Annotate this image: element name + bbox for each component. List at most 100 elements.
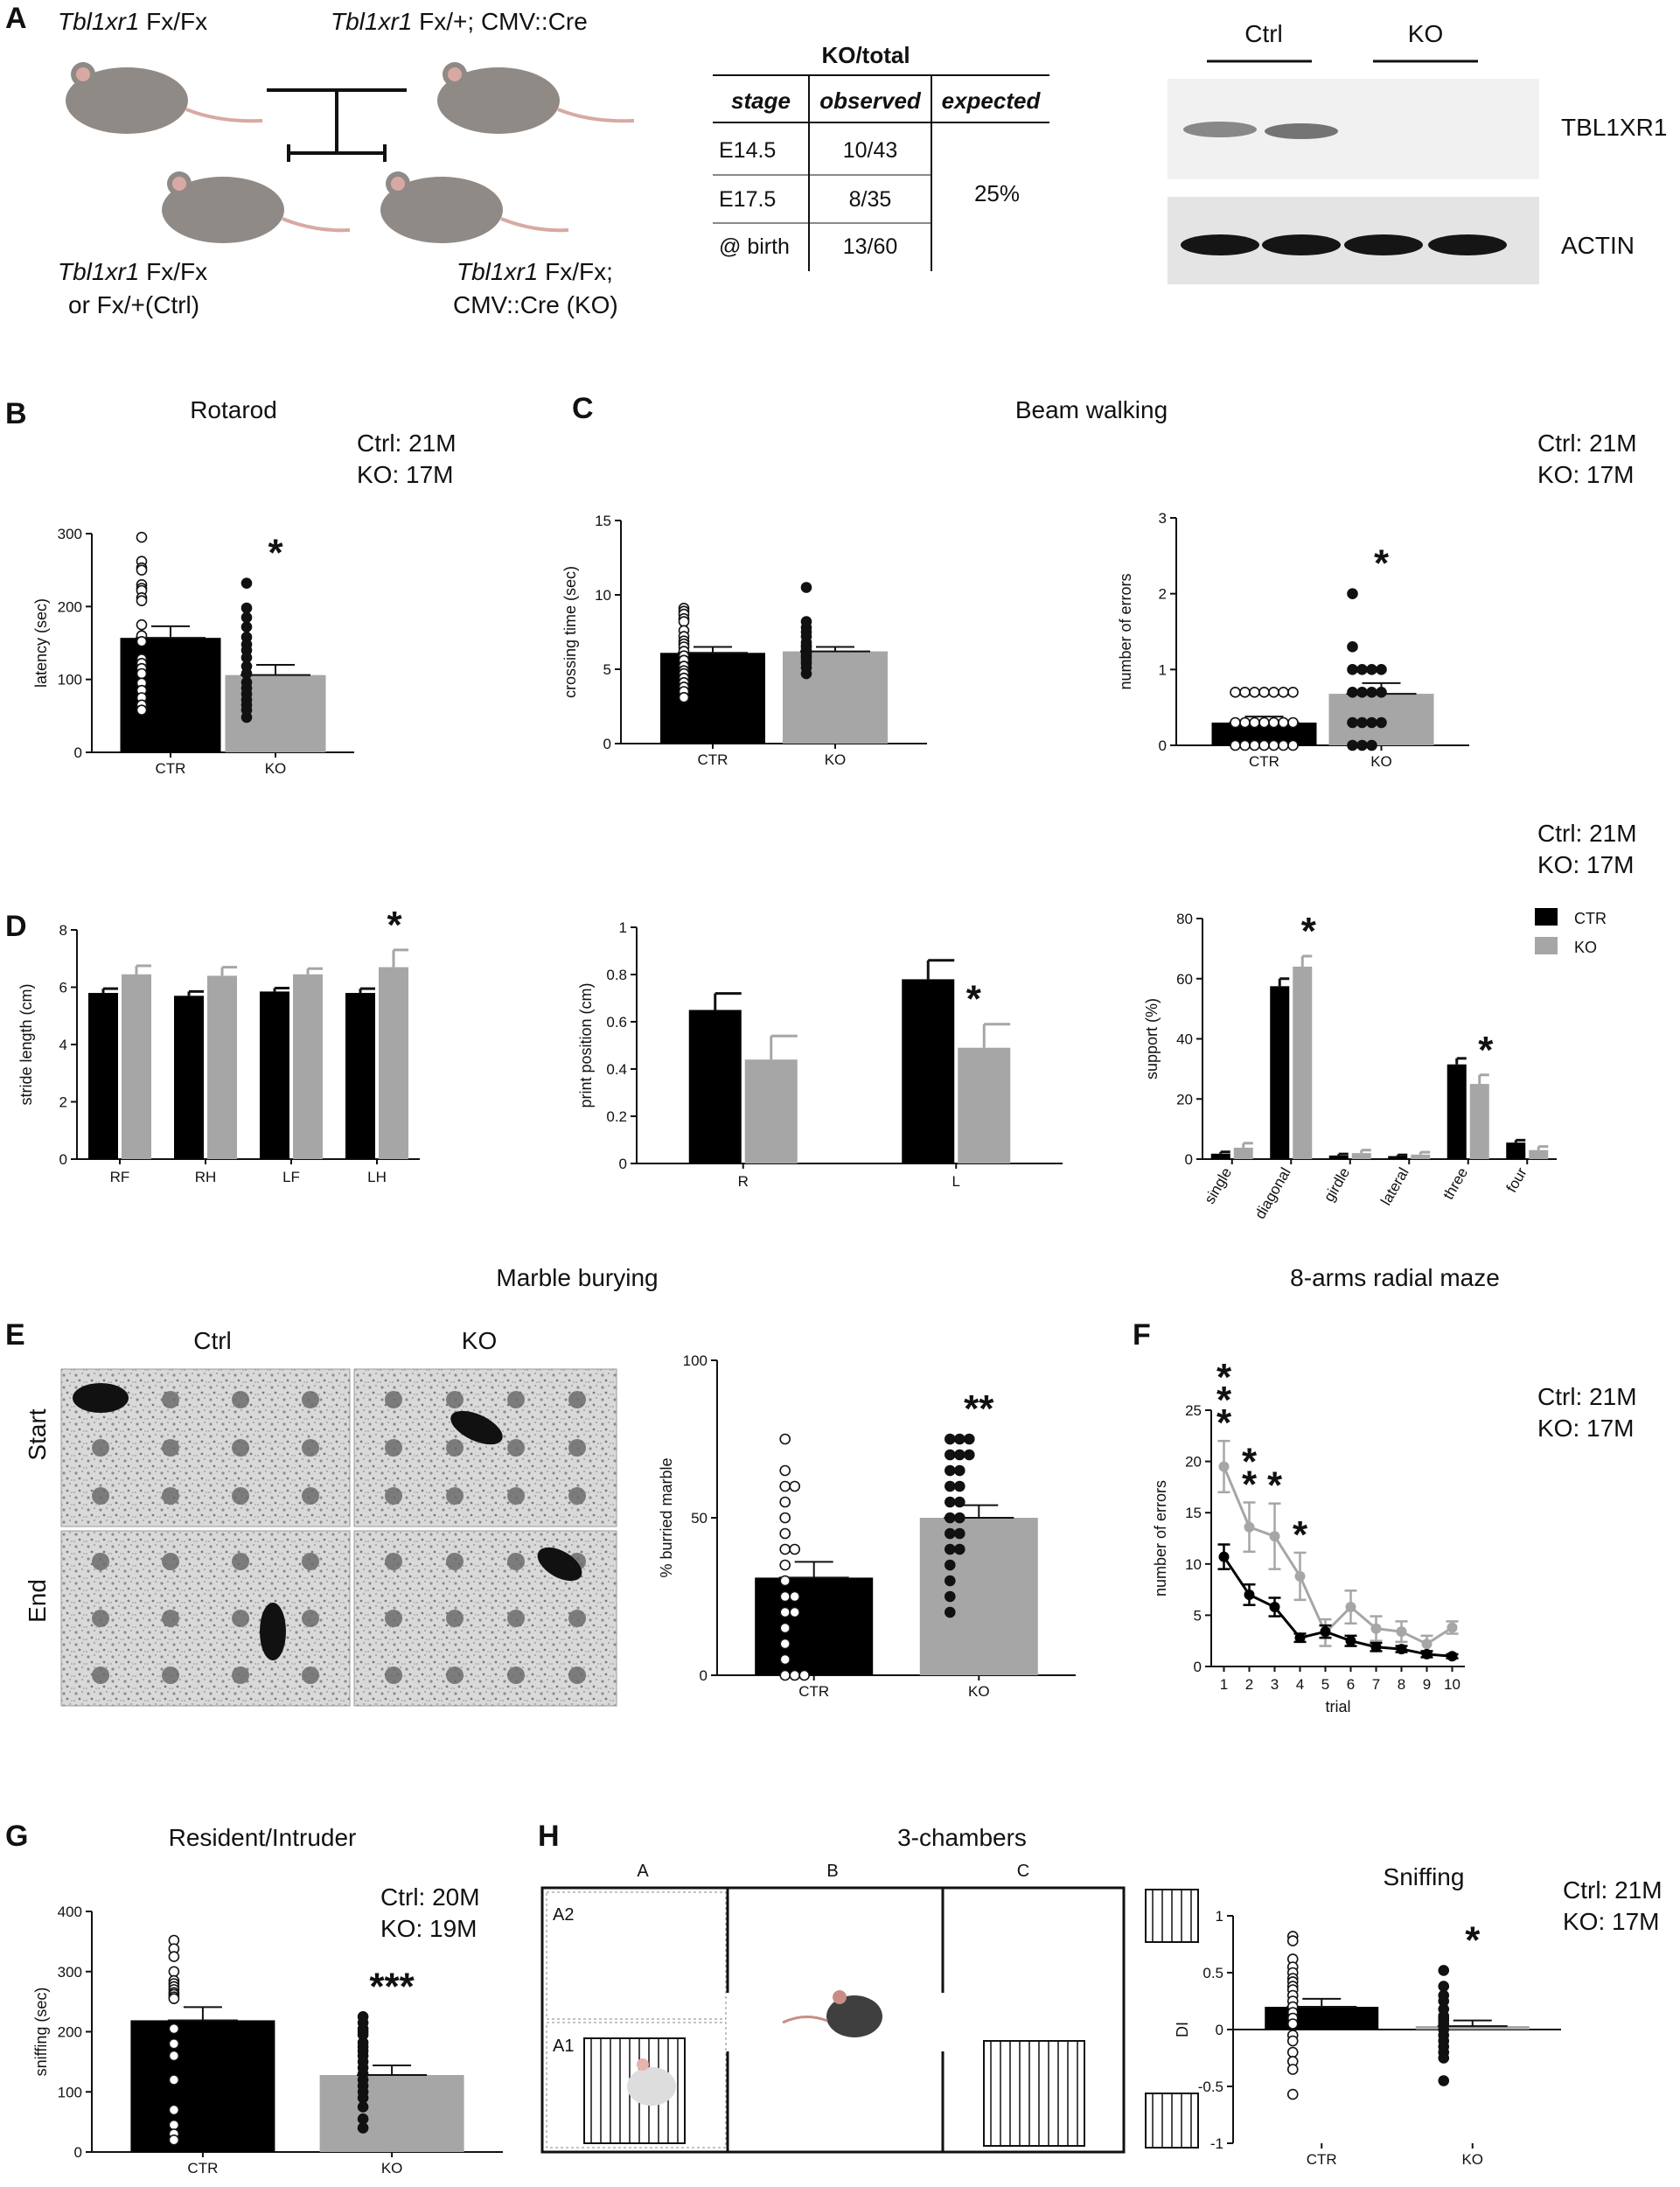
data-point	[1345, 1602, 1356, 1613]
data-point	[240, 602, 253, 614]
panel-e-title: Marble burying	[496, 1264, 658, 1291]
table-header-stage: stage	[731, 87, 791, 114]
data-point	[945, 1559, 956, 1571]
y-tick-label: 0	[619, 1156, 627, 1172]
data-point	[954, 1496, 965, 1508]
cage-bars	[583, 1889, 1199, 2149]
data-point	[357, 2101, 369, 2113]
intruder-mouse-icon	[627, 2058, 676, 2106]
panel-letter-c: C	[572, 392, 594, 425]
data-point	[1244, 1589, 1255, 1600]
y-tick-label: 50	[691, 1510, 708, 1527]
legend-swatch	[1535, 908, 1558, 926]
data-point	[168, 1993, 180, 2004]
data-point	[678, 616, 690, 627]
data-point	[1239, 739, 1251, 751]
panel-letter-d: D	[5, 910, 27, 943]
legend-label: CTR	[1574, 910, 1607, 927]
bar-ctr	[1388, 1156, 1408, 1159]
y-tick-label: 10	[595, 587, 611, 604]
bar-ctr	[1210, 1153, 1230, 1159]
data-point	[779, 1638, 791, 1650]
marble-icon	[385, 1487, 402, 1505]
mouse-photo-icon	[260, 1603, 286, 1660]
data-point	[1347, 664, 1358, 675]
bar-ctr	[1506, 1142, 1526, 1159]
data-point	[1269, 1531, 1280, 1542]
n-note-g: KO: 19M	[380, 1915, 477, 1942]
marble-icon	[232, 1439, 249, 1457]
x-tick-label: KO	[968, 1683, 990, 1700]
significance-star: *	[1293, 1513, 1308, 1556]
data-point	[168, 2104, 180, 2116]
y-tick-label: 40	[1176, 1031, 1193, 1048]
y-tick-label: 0	[1194, 1659, 1202, 1675]
y-tick-label: -0.5	[1198, 2079, 1223, 2095]
y-tick-label: 0	[700, 1667, 708, 1684]
marble-icon	[385, 1439, 402, 1457]
data-point	[1287, 716, 1299, 729]
mouse-photo-icon	[537, 1547, 582, 1582]
data-point	[1286, 1935, 1299, 1946]
y-tick-label: 3	[1159, 510, 1167, 527]
y-tick-label: 300	[58, 1964, 82, 1981]
data-point	[1258, 716, 1270, 729]
y-tick-label: 20	[1176, 1091, 1193, 1107]
significance-star: *	[1216, 1401, 1232, 1444]
data-point	[954, 1433, 965, 1445]
bar-ko	[1469, 1084, 1489, 1159]
bar-ctr	[88, 993, 118, 1159]
data-point	[800, 667, 812, 680]
x-tick-label: CTR	[156, 760, 186, 777]
data-point	[1230, 739, 1241, 751]
data-point	[136, 704, 148, 716]
marble-icon	[232, 1666, 249, 1684]
marble-icon	[568, 1666, 586, 1684]
marble-icon	[162, 1391, 179, 1408]
y-axis-label: crossing time (sec)	[561, 566, 579, 698]
data-point	[779, 1464, 791, 1477]
bar-ctr	[260, 991, 289, 1159]
data-point	[1286, 2035, 1299, 2047]
marble-icon	[92, 1487, 109, 1505]
chart-three_chamber_di: -1 -0.5 0 0.5 1 DI CTR KO *	[1174, 1908, 1561, 2168]
data-point	[1347, 739, 1358, 751]
y-tick-label: 100	[58, 2084, 82, 2100]
x-tick-label: 3	[1271, 1676, 1279, 1693]
x-tick-label: LF	[282, 1169, 300, 1185]
significance-star: *	[1301, 910, 1317, 953]
data-point	[1287, 739, 1299, 751]
child-2-label: Tbl1xr1 Fx/Fx;	[457, 258, 613, 285]
mouse-parent-1-icon	[66, 62, 263, 134]
bar-ctr	[755, 1577, 874, 1675]
y-tick-label: 15	[1185, 1505, 1202, 1521]
data-point	[779, 1496, 791, 1508]
marble-icon	[385, 1391, 402, 1408]
data-point	[1356, 716, 1368, 729]
x-tick-label: 10	[1444, 1676, 1460, 1693]
blot-band-label-tbl1xr1: TBL1XR1	[1561, 114, 1667, 141]
data-point	[945, 1433, 956, 1445]
y-tick-label: 0	[1159, 737, 1167, 754]
mouse-parent-2-icon	[437, 62, 635, 134]
y-tick-label: 1	[1159, 661, 1167, 678]
chart-title: Resident/Intruder	[169, 1824, 357, 1851]
y-tick-label: 20	[1185, 1454, 1202, 1471]
marble-icon	[507, 1439, 525, 1457]
data-point	[136, 636, 148, 647]
x-tick-label: 9	[1423, 1676, 1431, 1693]
parent-1-label: Tbl1xr1 Fx/Fx	[58, 8, 207, 35]
marble-icon	[162, 1439, 179, 1457]
data-point	[779, 1527, 791, 1540]
data-point	[964, 1433, 975, 1445]
bar-ko	[207, 975, 237, 1159]
data-point	[1396, 1644, 1407, 1655]
data-point	[1286, 2064, 1299, 2075]
marble-icon	[507, 1553, 525, 1570]
data-point	[1244, 1521, 1255, 1533]
data-point	[1438, 2075, 1450, 2086]
mouse-photo-icon	[73, 1383, 129, 1413]
significance-star: ***	[369, 1965, 415, 2008]
data-point	[779, 1653, 791, 1666]
